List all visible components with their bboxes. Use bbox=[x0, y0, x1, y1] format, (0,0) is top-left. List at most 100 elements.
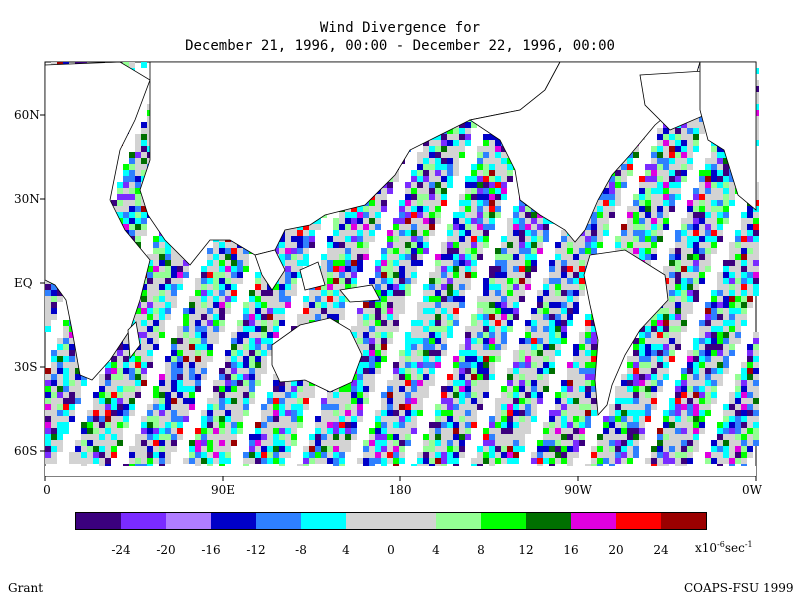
divergence-cell bbox=[669, 170, 675, 176]
divergence-cell bbox=[525, 338, 531, 344]
divergence-cell bbox=[423, 224, 429, 230]
divergence-cell bbox=[579, 380, 585, 386]
divergence-cell bbox=[165, 266, 171, 272]
divergence-cell bbox=[393, 248, 399, 254]
divergence-cell bbox=[657, 380, 663, 386]
divergence-cell bbox=[531, 236, 537, 242]
divergence-cell bbox=[45, 398, 51, 404]
divergence-cell bbox=[423, 362, 429, 368]
divergence-cell bbox=[273, 326, 279, 332]
divergence-cell bbox=[639, 206, 645, 212]
divergence-cell bbox=[537, 374, 543, 380]
divergence-cell bbox=[669, 350, 675, 356]
divergence-cell bbox=[321, 272, 327, 278]
divergence-cell bbox=[555, 284, 561, 290]
divergence-cell bbox=[471, 380, 477, 386]
divergence-cell bbox=[453, 266, 459, 272]
divergence-cell bbox=[711, 248, 717, 254]
divergence-cell bbox=[459, 230, 465, 236]
divergence-cell bbox=[657, 194, 663, 200]
divergence-cell bbox=[675, 308, 681, 314]
divergence-cell bbox=[471, 326, 477, 332]
divergence-cell bbox=[669, 338, 675, 344]
divergence-cell bbox=[357, 326, 363, 332]
divergence-cell bbox=[195, 374, 201, 380]
divergence-cell bbox=[375, 302, 381, 308]
divergence-cell bbox=[675, 278, 681, 284]
divergence-cell bbox=[147, 308, 153, 314]
divergence-cell bbox=[693, 362, 699, 368]
divergence-cell bbox=[369, 200, 375, 206]
divergence-cell bbox=[705, 188, 711, 194]
divergence-cell bbox=[69, 350, 75, 356]
divergence-cell bbox=[579, 398, 585, 404]
divergence-cell bbox=[639, 368, 645, 374]
divergence-cell bbox=[483, 302, 489, 308]
divergence-cell bbox=[465, 212, 471, 218]
divergence-cell bbox=[687, 218, 693, 224]
divergence-cell bbox=[231, 248, 237, 254]
divergence-cell bbox=[717, 326, 723, 332]
divergence-cell bbox=[195, 368, 201, 374]
divergence-cell bbox=[375, 314, 381, 320]
divergence-cell bbox=[423, 248, 429, 254]
divergence-cell bbox=[45, 314, 51, 320]
divergence-cell bbox=[585, 350, 591, 356]
divergence-cell bbox=[591, 344, 597, 350]
divergence-cell bbox=[477, 146, 483, 152]
divergence-cell bbox=[753, 230, 759, 236]
divergence-cell bbox=[441, 254, 447, 260]
divergence-cell bbox=[339, 230, 345, 236]
divergence-cell bbox=[687, 230, 693, 236]
divergence-cell bbox=[657, 374, 663, 380]
divergence-cell bbox=[735, 254, 741, 260]
divergence-cell bbox=[435, 362, 441, 368]
divergence-cell bbox=[603, 200, 609, 206]
divergence-cell bbox=[111, 398, 117, 404]
divergence-cell bbox=[111, 392, 117, 398]
divergence-cell bbox=[711, 374, 717, 380]
divergence-cell bbox=[711, 386, 717, 392]
divergence-cell bbox=[393, 386, 399, 392]
divergence-cell bbox=[291, 398, 297, 404]
divergence-cell bbox=[705, 170, 711, 176]
divergence-cell bbox=[357, 314, 363, 320]
divergence-cell bbox=[393, 374, 399, 380]
divergence-cell bbox=[273, 320, 279, 326]
divergence-cell bbox=[429, 296, 435, 302]
divergence-cell bbox=[687, 260, 693, 266]
divergence-cell bbox=[213, 272, 219, 278]
divergence-cell bbox=[393, 302, 399, 308]
divergence-cell bbox=[675, 188, 681, 194]
divergence-cell bbox=[417, 206, 423, 212]
divergence-cell bbox=[141, 326, 147, 332]
divergence-cell bbox=[219, 278, 225, 284]
divergence-cell bbox=[531, 368, 537, 374]
divergence-cell bbox=[489, 218, 495, 224]
divergence-cell bbox=[459, 392, 465, 398]
divergence-cell bbox=[633, 206, 639, 212]
divergence-cell bbox=[123, 194, 129, 200]
divergence-cell bbox=[657, 134, 663, 140]
divergence-cell bbox=[417, 362, 423, 368]
divergence-cell bbox=[663, 140, 669, 146]
divergence-cell bbox=[669, 128, 675, 134]
divergence-cell bbox=[693, 278, 699, 284]
divergence-cell bbox=[423, 218, 429, 224]
divergence-cell bbox=[717, 206, 723, 212]
divergence-cell bbox=[393, 284, 399, 290]
divergence-cell bbox=[669, 164, 675, 170]
divergence-cell bbox=[519, 266, 525, 272]
divergence-cell bbox=[747, 386, 753, 392]
divergence-cell bbox=[747, 224, 753, 230]
divergence-cell bbox=[699, 218, 705, 224]
divergence-cell bbox=[285, 392, 291, 398]
divergence-cell bbox=[567, 278, 573, 284]
divergence-cell bbox=[675, 158, 681, 164]
divergence-cell bbox=[483, 314, 489, 320]
divergence-cell bbox=[669, 176, 675, 182]
divergence-cell bbox=[423, 380, 429, 386]
divergence-cell bbox=[141, 170, 147, 176]
divergence-cell bbox=[237, 254, 243, 260]
divergence-cell bbox=[537, 350, 543, 356]
